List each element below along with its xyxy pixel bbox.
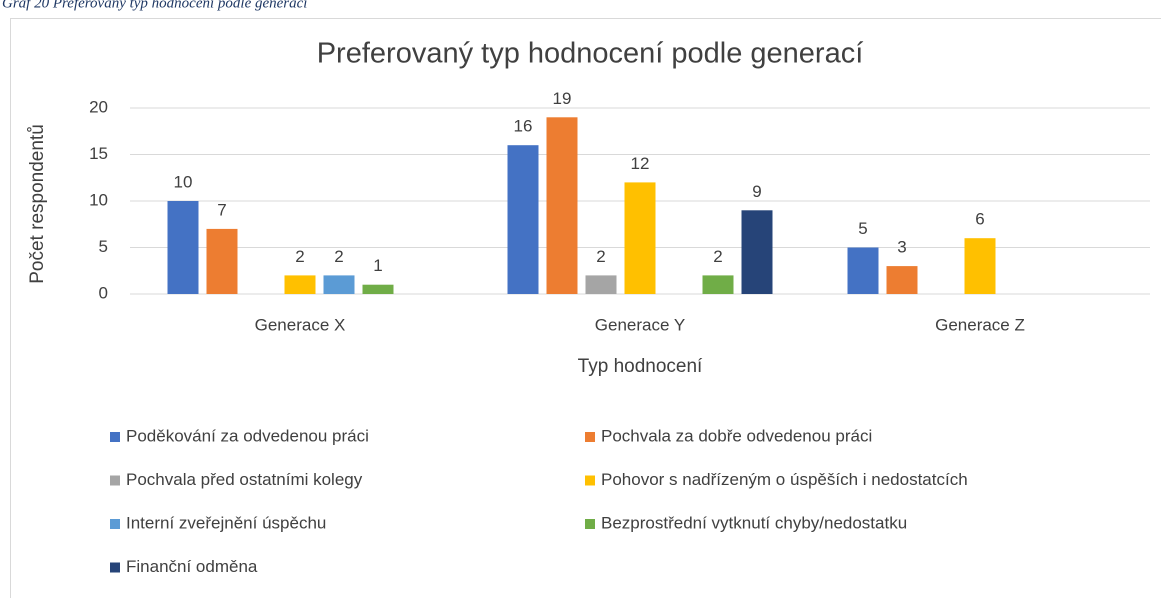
legend-label: Bezprostřední vytknutí chyby/nedostatku: [601, 513, 907, 532]
data-label: 2: [596, 247, 605, 266]
bar: [964, 238, 996, 294]
data-label: 7: [217, 200, 226, 219]
data-label: 2: [334, 247, 343, 266]
bar: [323, 275, 355, 294]
legend-label: Pochvala před ostatními kolegy: [126, 470, 363, 489]
legend-swatch: [110, 475, 120, 486]
data-label: 2: [295, 247, 304, 266]
bar: [206, 228, 238, 294]
bar: [847, 247, 879, 294]
bar: [167, 201, 199, 294]
chart-title: Preferovaný typ hodnocení podle generací: [317, 38, 864, 70]
x-tick-label: Generace Y: [595, 315, 685, 334]
caption: Graf 20 Preferovaný typ hodnocení podle …: [2, 0, 309, 11]
legend-swatch: [110, 519, 120, 529]
y-tick-label: 10: [89, 190, 108, 209]
x-axis-title: Typ hodnocení: [578, 356, 703, 377]
legend-swatch: [585, 519, 595, 529]
chart-border: [10, 18, 1161, 598]
bar: [886, 266, 918, 294]
bar: [362, 284, 394, 294]
bar: [546, 117, 578, 294]
data-label: 6: [975, 210, 984, 229]
bar: [624, 182, 656, 294]
y-tick-label: 5: [99, 237, 108, 256]
data-label: 2: [713, 247, 722, 266]
data-label: 12: [631, 154, 650, 173]
legend-label: Poděkování za odvedenou práci: [126, 426, 369, 445]
legend-swatch: [585, 432, 595, 442]
bar: [741, 210, 773, 294]
bar: [702, 275, 734, 294]
data-label: 3: [897, 238, 906, 257]
data-label: 5: [858, 219, 867, 238]
legend-label: Pochvala za dobře odvedenou práci: [601, 426, 872, 445]
data-label: 16: [514, 117, 533, 136]
data-label: 19: [553, 89, 572, 108]
legend-swatch: [110, 562, 120, 573]
legend-label: Interní zveřejnění úspěchu: [126, 513, 326, 532]
y-axis-title: Počet respondentů: [27, 124, 48, 284]
legend-label: Finanční odměna: [126, 557, 258, 576]
y-tick-label: 20: [89, 97, 108, 116]
y-tick-label: 15: [89, 144, 108, 163]
legend-swatch: [585, 475, 595, 486]
x-tick-label: Generace Z: [935, 315, 1025, 334]
bar: [507, 145, 539, 294]
data-label: 10: [174, 172, 193, 191]
legend-label: Pohovor s nadřízeným o úspěších i nedost…: [601, 470, 968, 489]
legend-swatch: [110, 432, 120, 442]
data-label: 1: [373, 256, 382, 275]
data-label: 9: [752, 182, 761, 201]
bar: [585, 275, 617, 294]
y-tick-label: 0: [99, 283, 108, 302]
x-tick-label: Generace X: [255, 315, 346, 334]
bar: [284, 275, 316, 294]
